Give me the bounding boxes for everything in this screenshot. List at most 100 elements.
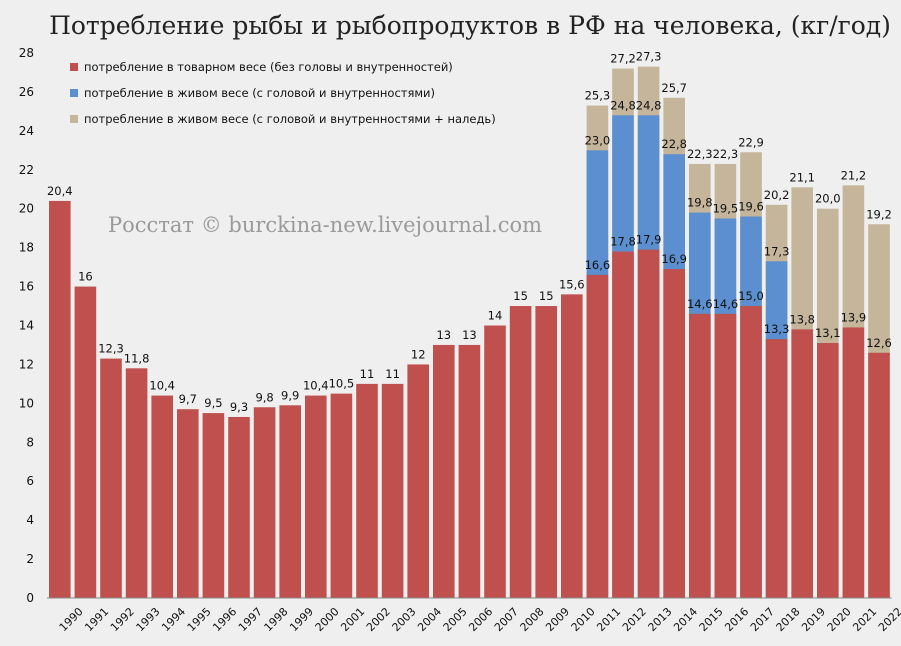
data-label: 9,8 xyxy=(255,390,273,404)
legend-entry: потребление в живом весе (с головой и вн… xyxy=(84,86,435,100)
data-label: 21,2 xyxy=(841,168,867,182)
bar-2003-series-1 xyxy=(381,383,404,598)
data-label: 17,9 xyxy=(636,233,662,247)
bar-2002-series-1 xyxy=(356,383,378,598)
bar-1996-series-1 xyxy=(202,413,225,598)
data-label: 23,0 xyxy=(585,133,611,147)
bars xyxy=(49,66,890,599)
data-label: 12,3 xyxy=(98,342,124,356)
y-tick-label: 10 xyxy=(19,396,34,410)
bar-2017-series-1 xyxy=(740,306,762,598)
bar-2013-series-1 xyxy=(637,249,660,598)
chart-title: Потребление рыбы и рыбопродуктов в РФ на… xyxy=(49,11,891,40)
bar-2001-series-1 xyxy=(330,393,353,599)
data-label: 12 xyxy=(411,347,426,361)
bar-1993-series-1 xyxy=(125,368,148,598)
y-tick-label: 4 xyxy=(26,513,34,527)
data-label: 13,8 xyxy=(789,312,815,326)
bar-2014-series-1 xyxy=(663,269,685,598)
data-label: 14,6 xyxy=(713,297,739,311)
data-label: 25,7 xyxy=(661,81,687,95)
y-tick-label: 18 xyxy=(19,241,34,255)
data-label: 22,9 xyxy=(738,135,764,149)
y-tick-label: 22 xyxy=(19,163,34,177)
data-label: 9,5 xyxy=(204,396,222,410)
y-tick-label: 0 xyxy=(26,591,34,605)
data-label: 20,0 xyxy=(815,192,841,206)
data-label: 24,8 xyxy=(610,98,636,112)
bar-1997-series-1 xyxy=(228,416,250,598)
bar-2011-series-1 xyxy=(586,274,609,598)
data-label: 19,6 xyxy=(738,200,764,214)
y-tick-label: 12 xyxy=(19,357,34,371)
data-label: 21,1 xyxy=(789,170,815,184)
data-label: 16 xyxy=(78,270,93,284)
bar-2000-series-1 xyxy=(305,395,327,598)
data-label: 15,6 xyxy=(559,277,585,291)
data-label: 13,3 xyxy=(764,322,790,336)
y-tick-label: 16 xyxy=(19,280,34,294)
bar-2008-series-1 xyxy=(509,306,532,598)
data-label: 9,9 xyxy=(281,388,299,402)
data-label: 14,6 xyxy=(687,297,713,311)
data-label: 10,4 xyxy=(149,379,175,393)
data-label: 19,5 xyxy=(713,201,739,215)
legend-swatch xyxy=(70,63,78,71)
bar-2019-series-1 xyxy=(791,329,813,598)
data-label: 15 xyxy=(513,289,528,303)
data-label: 9,3 xyxy=(230,400,248,414)
bar-2007-series-1 xyxy=(484,325,506,598)
data-label: 13 xyxy=(462,328,477,342)
bar-1999-series-1 xyxy=(279,405,301,598)
bar-2010-series-1 xyxy=(561,294,583,598)
y-tick-label: 28 xyxy=(19,46,34,60)
bar-2009-series-1 xyxy=(535,306,557,598)
data-label: 17,8 xyxy=(610,235,636,249)
y-tick-label: 24 xyxy=(19,124,34,138)
data-label: 22,8 xyxy=(661,137,687,151)
bar-2006-series-1 xyxy=(458,344,481,598)
legend-swatch xyxy=(70,115,78,123)
bar-1991-series-1 xyxy=(74,286,97,598)
data-label: 19,2 xyxy=(866,207,892,221)
bar-2018-series-1 xyxy=(765,339,788,599)
bar-2004-series-1 xyxy=(407,364,429,598)
data-label: 27,2 xyxy=(610,52,636,66)
data-label: 16,9 xyxy=(661,252,687,266)
y-tick-label: 6 xyxy=(26,474,34,488)
data-label: 14 xyxy=(488,309,503,323)
data-label: 16,6 xyxy=(585,258,611,272)
data-label: 12,6 xyxy=(866,336,892,350)
data-label: 10,4 xyxy=(303,379,329,393)
data-label: 15,0 xyxy=(738,289,764,303)
legend: потребление в товарном весе (без головы … xyxy=(70,60,496,126)
legend-swatch xyxy=(70,89,78,97)
bar-2005-series-1 xyxy=(433,344,455,598)
data-label: 24,8 xyxy=(636,98,662,112)
data-label: 22,3 xyxy=(687,147,713,161)
bar-1990-series-1 xyxy=(49,200,71,598)
bar-2021-series-1 xyxy=(842,327,865,598)
y-tick-label: 26 xyxy=(19,85,34,99)
y-tick-label: 14 xyxy=(19,319,34,333)
data-label: 19,8 xyxy=(687,196,713,210)
data-label: 11 xyxy=(360,367,375,381)
bar-2012-series-1 xyxy=(612,251,634,599)
bar-1992-series-1 xyxy=(100,358,122,598)
data-label: 13 xyxy=(436,328,451,342)
data-label: 11 xyxy=(385,367,400,381)
bar-2015-series-1 xyxy=(689,313,711,598)
legend-entry: потребление в живом весе (с головой и вн… xyxy=(84,112,496,126)
data-label: 22,3 xyxy=(713,147,739,161)
bar-2016-series-1 xyxy=(714,313,737,598)
y-tick-label: 8 xyxy=(26,435,34,449)
data-label: 17,3 xyxy=(764,244,790,258)
bar-1994-series-1 xyxy=(151,395,173,598)
data-label: 25,3 xyxy=(585,89,611,103)
bar-2022-series-1 xyxy=(868,352,890,598)
y-tick-label: 20 xyxy=(19,202,34,216)
bar-1995-series-1 xyxy=(177,409,199,598)
